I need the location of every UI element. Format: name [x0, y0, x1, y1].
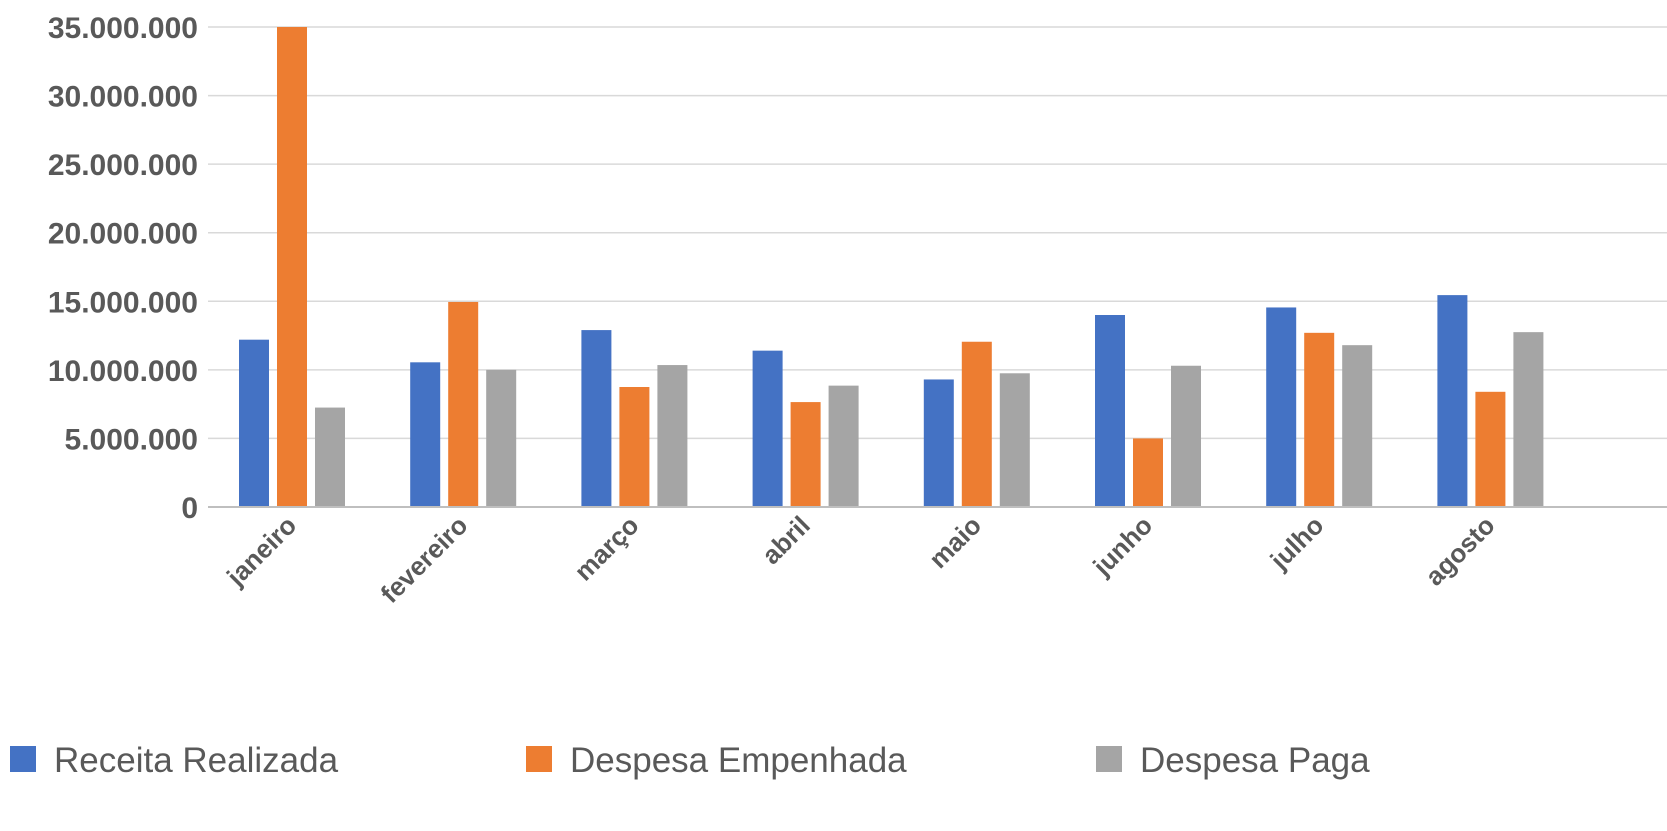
- bar-despesa-paga-maio: [999, 373, 1030, 507]
- bar-despesa-empenhada-março: [619, 387, 650, 507]
- x-tick-label: junho: [1086, 510, 1158, 582]
- bar-receita-realizada-abril: [752, 350, 783, 507]
- legend-label: Despesa Empenhada: [570, 741, 907, 780]
- x-tick-label: fevereiro: [375, 510, 474, 609]
- legend-swatch: [1096, 746, 1122, 772]
- bar-despesa-empenhada-maio: [961, 341, 992, 507]
- y-tick-label: 0: [181, 492, 198, 525]
- bar-receita-realizada-março: [581, 330, 612, 507]
- bar-despesa-paga-abril: [828, 385, 859, 507]
- x-tick-label: julho: [1264, 510, 1330, 576]
- bar-despesa-empenhada-abril: [790, 402, 821, 507]
- x-tick-label: janeiro: [220, 510, 302, 592]
- bar-despesa-paga-fevereiro: [486, 369, 517, 507]
- bars: [239, 27, 1544, 507]
- bar-despesa-empenhada-junho: [1133, 438, 1163, 507]
- bar-despesa-empenhada-fevereiro: [448, 301, 479, 507]
- y-tick-label: 25.000.000: [48, 149, 198, 182]
- x-tick-label: março: [568, 510, 644, 586]
- bar-despesa-paga-janeiro: [315, 407, 345, 507]
- legend-swatch: [526, 746, 552, 772]
- legend-swatch: [10, 746, 36, 772]
- bar-despesa-paga-julho: [1342, 345, 1373, 507]
- bar-receita-realizada-julho: [1266, 307, 1297, 507]
- x-tick-label: abril: [756, 510, 816, 570]
- legend: Receita Realizada Despesa Empenhada Despes…: [10, 741, 1370, 780]
- bar-receita-realizada-janeiro: [239, 339, 269, 507]
- y-tick-label: 35.000.000: [48, 12, 198, 45]
- y-tick-label: 15.000.000: [48, 286, 198, 319]
- bar-despesa-empenhada-julho: [1304, 332, 1335, 507]
- bar-despesa-paga-junho: [1171, 365, 1201, 507]
- legend-label: Despesa Paga: [1140, 741, 1370, 780]
- bar-receita-realizada-fevereiro: [410, 362, 441, 507]
- y-tick-label: 20.000.000: [48, 218, 198, 251]
- bar-receita-realizada-agosto: [1437, 295, 1468, 507]
- x-tick-label: maio: [923, 510, 987, 574]
- bar-despesa-paga-agosto: [1513, 332, 1544, 507]
- bar-receita-realizada-maio: [923, 379, 954, 507]
- y-tick-label: 5.000.000: [65, 423, 198, 456]
- y-tick-label: 10.000.000: [48, 355, 198, 388]
- x-tick-label: agosto: [1419, 510, 1500, 591]
- bar-despesa-empenhada-agosto: [1475, 391, 1506, 507]
- bar-receita-realizada-junho: [1095, 315, 1125, 507]
- bar-despesa-paga-março: [657, 365, 688, 507]
- legend-label: Receita Realizada: [54, 741, 339, 780]
- bar-despesa-empenhada-janeiro: [277, 27, 307, 507]
- y-tick-label: 30.000.000: [48, 81, 198, 114]
